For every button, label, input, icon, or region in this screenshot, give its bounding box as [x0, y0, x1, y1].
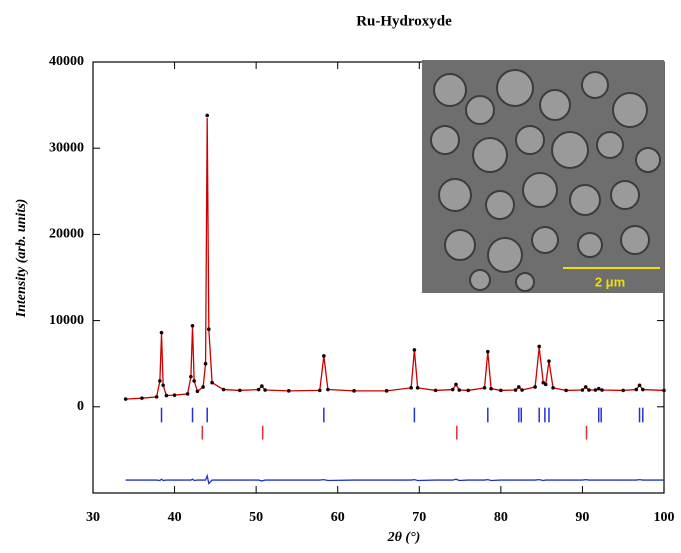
- observed-point: [543, 382, 548, 387]
- observed-point: [662, 388, 666, 393]
- x-tick-label: 80: [494, 510, 508, 525]
- y-tick-label: 20000: [49, 227, 84, 242]
- scale-bar-label: 2 μm: [595, 274, 625, 289]
- observed-point: [256, 387, 261, 392]
- observed-point: [482, 386, 487, 390]
- observed-point: [450, 387, 455, 392]
- chart-title: Ru-Hydroxyde: [356, 13, 452, 29]
- y-tick-label: 0: [77, 399, 84, 414]
- observed-point: [192, 379, 196, 383]
- x-axis-label: 2θ (°): [387, 530, 421, 545]
- sem-inset: 2 μm: [422, 60, 664, 293]
- observed-point: [286, 389, 291, 393]
- observed-point: [207, 327, 211, 332]
- observed-point: [433, 388, 438, 393]
- observed-point: [486, 349, 490, 354]
- observed-point: [203, 361, 208, 366]
- observed-point: [409, 386, 413, 390]
- observed-point: [457, 388, 462, 392]
- observed-point: [384, 389, 389, 393]
- observed-point: [513, 388, 518, 392]
- observed-point: [454, 382, 458, 387]
- y-tick-label: 40000: [49, 54, 84, 69]
- observed-point: [587, 388, 591, 392]
- observed-point: [564, 388, 568, 393]
- x-tick-label: 30: [86, 510, 100, 525]
- observed-point: [260, 384, 264, 388]
- observed-point: [415, 386, 420, 390]
- observed-point: [317, 388, 322, 393]
- observed-point: [596, 386, 601, 391]
- observed-point: [221, 387, 226, 392]
- observed-point: [580, 388, 585, 392]
- y-tick-label: 30000: [49, 140, 84, 155]
- x-tick-label: 70: [412, 510, 426, 525]
- x-tick-label: 40: [168, 510, 182, 525]
- observed-point: [201, 385, 205, 389]
- observed-point: [489, 386, 493, 391]
- observed-point: [210, 380, 214, 385]
- observed-point: [140, 396, 144, 400]
- observed-point: [172, 393, 177, 397]
- x-tick-label: 100: [654, 510, 675, 525]
- observed-point: [123, 397, 128, 401]
- x-tick-label: 90: [575, 510, 589, 525]
- y-tick-label: 10000: [49, 313, 84, 328]
- observed-point: [547, 359, 551, 363]
- observed-point: [205, 113, 209, 118]
- observed-point: [238, 388, 242, 393]
- observed-point: [161, 383, 165, 388]
- observed-point: [593, 388, 598, 392]
- observed-point: [583, 385, 588, 389]
- observed-point: [195, 389, 200, 394]
- observed-point: [520, 388, 524, 392]
- difference-line: [125, 473, 664, 485]
- observed-point: [326, 387, 330, 392]
- x-tick-label: 50: [249, 510, 263, 525]
- y-axis-label: Intensity (arb. units): [14, 199, 29, 319]
- calculated-line: [125, 118, 665, 400]
- x-tick-label: 60: [331, 510, 345, 525]
- observed-point: [189, 374, 193, 379]
- observed-point: [412, 348, 417, 352]
- observed-point: [634, 387, 639, 392]
- observed-point: [517, 385, 521, 389]
- observed-point: [621, 388, 626, 393]
- observed-point: [164, 393, 169, 398]
- observed-point: [185, 392, 190, 396]
- observed-point: [537, 344, 541, 349]
- observed-point: [322, 354, 326, 358]
- observed-point: [551, 386, 555, 390]
- observed-point: [466, 388, 471, 393]
- observed-point: [159, 330, 164, 335]
- observed-point: [600, 388, 604, 392]
- observed-point: [499, 388, 503, 393]
- observed-point: [190, 323, 195, 328]
- observed-point: [263, 388, 267, 392]
- observed-point: [637, 383, 642, 388]
- observed-point: [154, 395, 159, 399]
- observed-point: [533, 385, 537, 389]
- observed-point: [158, 379, 162, 383]
- observed-point: [640, 387, 645, 392]
- observed-point: [352, 389, 356, 393]
